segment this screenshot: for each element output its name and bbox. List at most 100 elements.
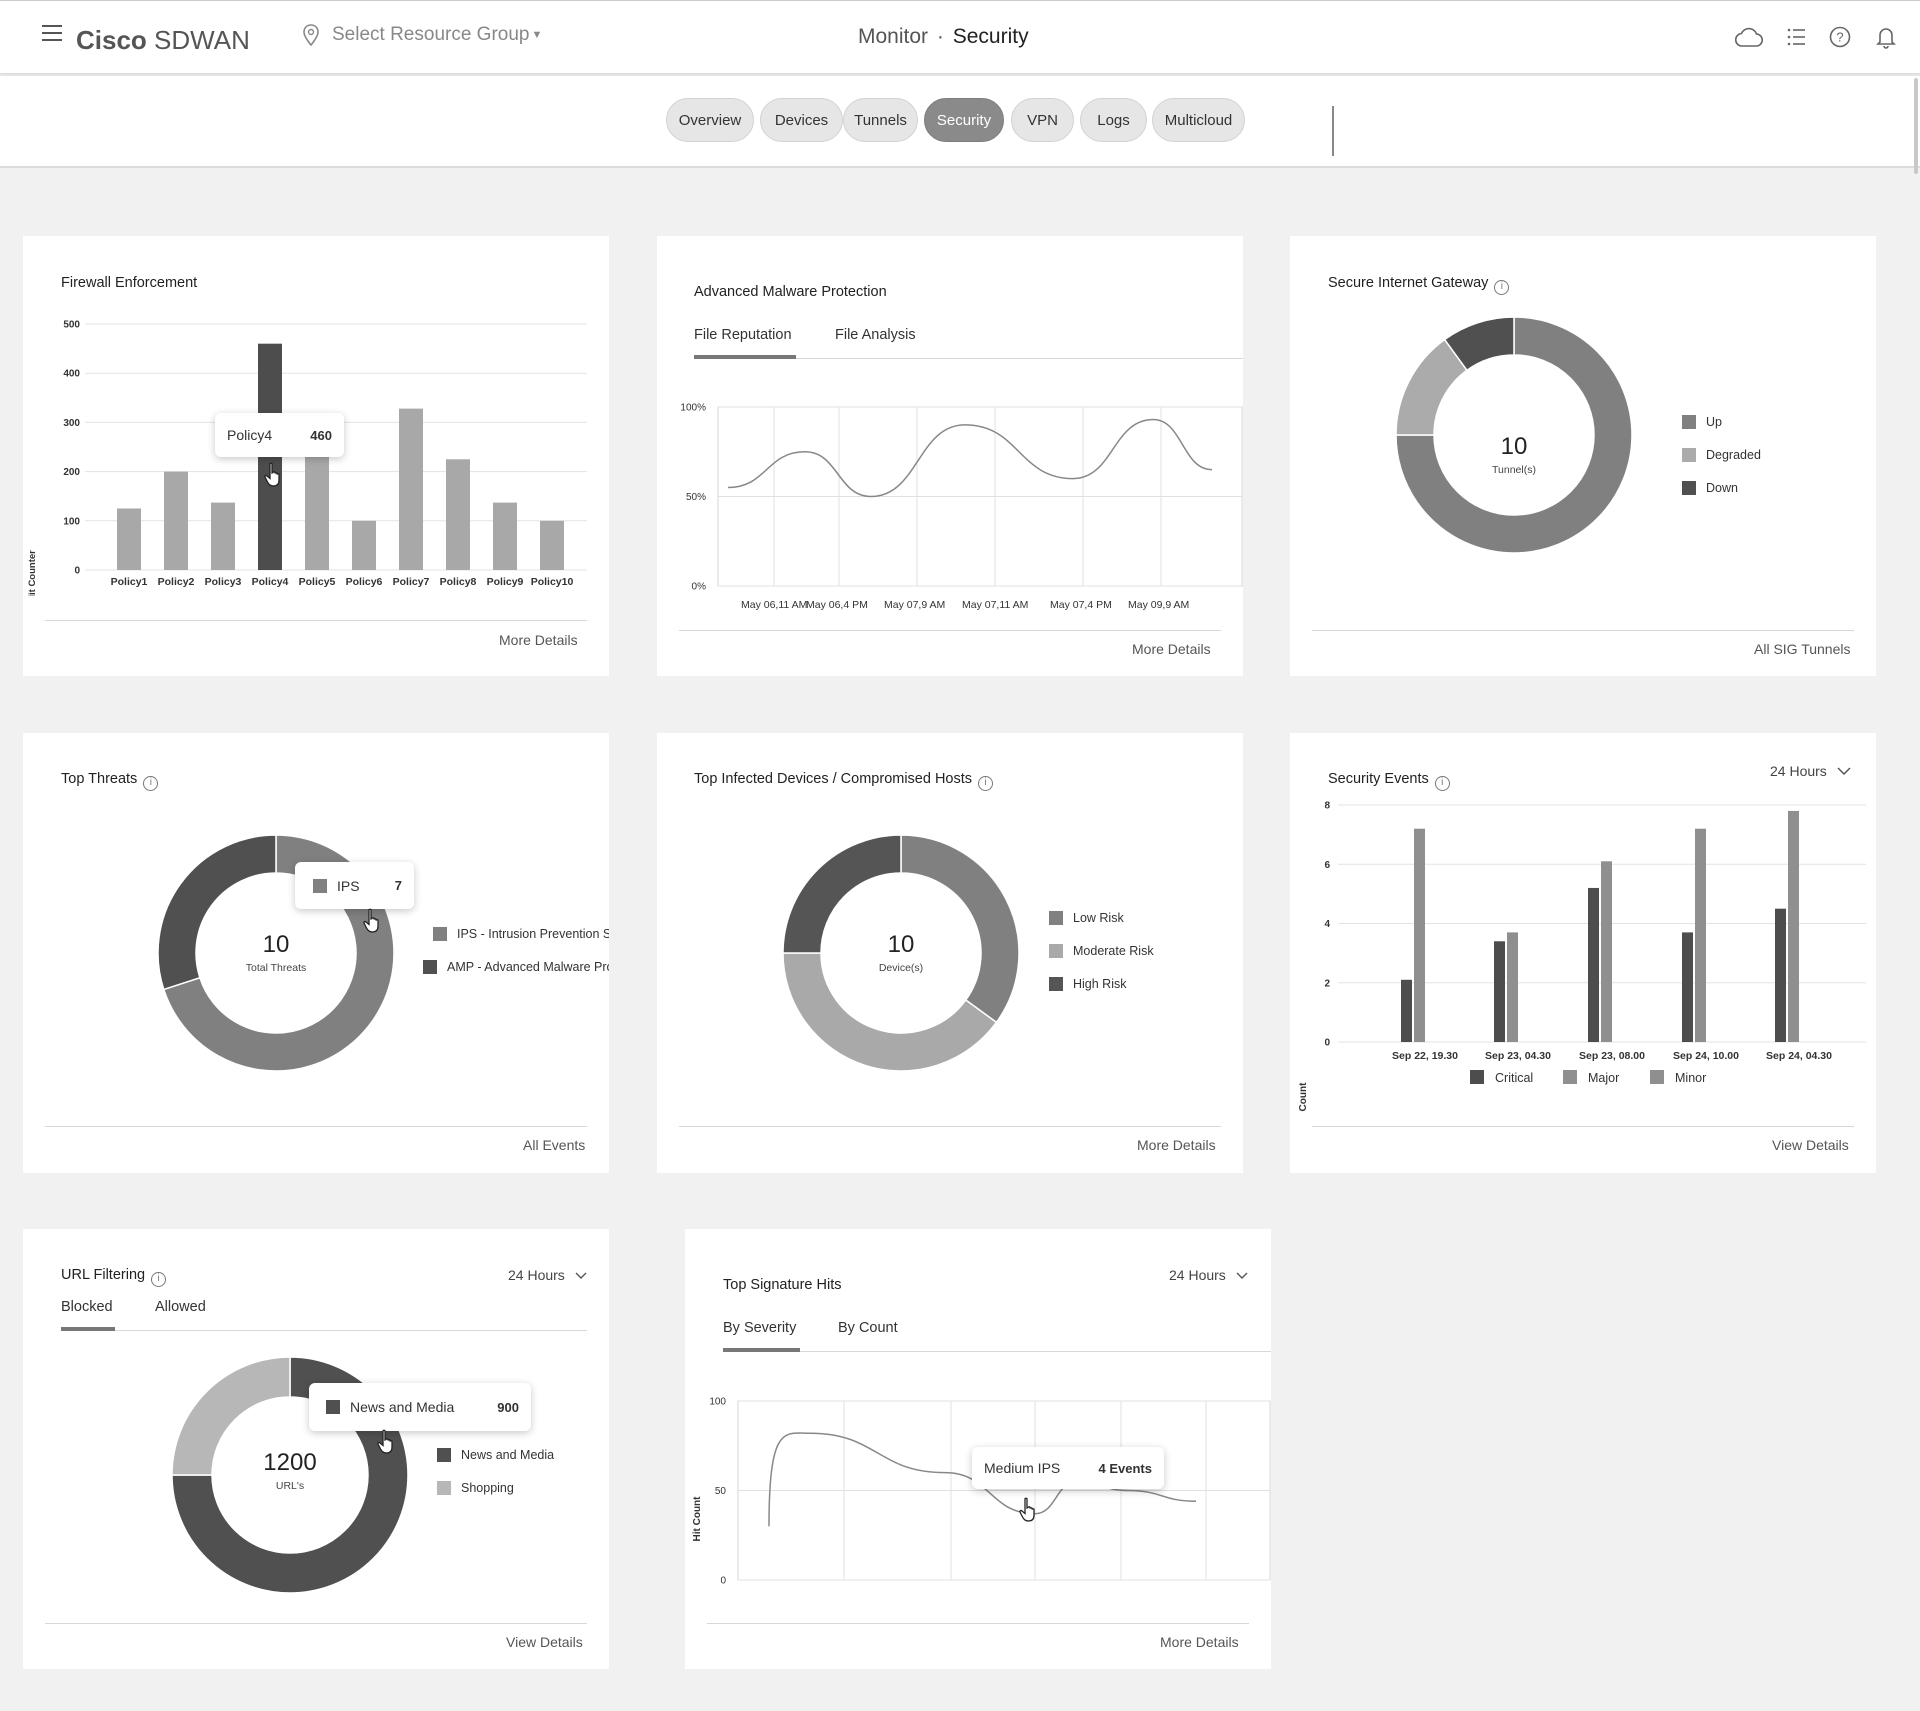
view-details-link[interactable]: View Details [506, 1634, 583, 1650]
tab-allowed[interactable]: Allowed [155, 1299, 206, 1315]
breadcrumb-monitor[interactable]: Monitor [858, 25, 929, 48]
breadcrumb-security: Security [952, 25, 1029, 48]
tabs-underline [61, 1330, 587, 1331]
more-details-link[interactable]: More Details [499, 632, 578, 648]
menu-icon[interactable] [42, 25, 62, 41]
legend-item[interactable]: High Risk [1049, 977, 1127, 991]
legend-label: Moderate Risk [1073, 944, 1154, 958]
card-title: Top Signature Hits [723, 1277, 842, 1293]
legend-item[interactable]: Shopping [437, 1481, 514, 1495]
bar-critical [1401, 979, 1412, 1042]
tab-blocked[interactable]: Blocked [61, 1299, 113, 1315]
legend-item[interactable]: Low Risk [1049, 911, 1124, 925]
tab-by-severity[interactable]: By Severity [723, 1320, 797, 1336]
y-tick-label: 100 [709, 1397, 726, 1408]
tab-by-count[interactable]: By Count [838, 1320, 898, 1336]
more-details-link[interactable]: More Details [1132, 641, 1211, 657]
legend-item[interactable]: News and Media [437, 1448, 554, 1462]
info-icon[interactable]: i [143, 776, 159, 791]
bar-policy7 [399, 408, 423, 570]
tab-tunnels[interactable]: Tunnels [843, 98, 918, 142]
legend-item[interactable]: IPS - Intrusion Prevention System [433, 927, 609, 941]
cloud-icon[interactable] [1733, 26, 1763, 48]
view-details-link[interactable]: View Details [1772, 1137, 1849, 1153]
hand-cursor-icon [1019, 1497, 1035, 1522]
tab-file-reputation[interactable]: File Reputation [694, 327, 792, 343]
legend-item[interactable]: Moderate Risk [1049, 944, 1154, 958]
tab-overview[interactable]: Overview [666, 98, 754, 142]
bar-policy10 [540, 520, 564, 570]
more-details-link[interactable]: More Details [1160, 1634, 1239, 1650]
donut-center-value: 10 [262, 931, 290, 958]
time-range-dropdown[interactable]: 24 Hours [1770, 763, 1851, 779]
legend-swatch [1049, 977, 1063, 991]
tab-vpn[interactable]: VPN [1011, 98, 1074, 142]
y-tick-label: 2 [1324, 978, 1330, 989]
legend-label: Degraded [1706, 448, 1761, 462]
resource-group-label: Select Resource Group [332, 24, 530, 45]
page-scrollbar[interactable] [1914, 78, 1918, 174]
resource-group-select[interactable]: Select Resource Group ▼ [302, 23, 542, 47]
legend-label: Up [1706, 415, 1722, 429]
chart-tooltip: Medium IPS 4 Events [972, 1447, 1164, 1489]
time-range-dropdown[interactable]: 24 Hours [508, 1267, 587, 1283]
series-line [727, 418, 1213, 498]
svg-text:?: ? [1836, 30, 1843, 45]
info-icon[interactable]: i [151, 1272, 167, 1287]
tab-file-analysis[interactable]: File Analysis [835, 327, 916, 343]
tab-logs[interactable]: Logs [1080, 98, 1147, 142]
card-divider [1312, 630, 1854, 631]
bar-policy3 [211, 502, 235, 570]
x-tick-label: Policy6 [346, 576, 383, 588]
legend-item[interactable]: AMP - Advanced Malware Protection [423, 960, 609, 974]
tabs-divider [1332, 106, 1334, 156]
time-range-dropdown[interactable]: 24 Hours [1169, 1267, 1248, 1283]
legend-item[interactable]: Up [1682, 415, 1722, 429]
legend-swatch [437, 1481, 451, 1495]
hand-cursor-icon [377, 1429, 393, 1454]
card-title: Top Infected Devices / Compromised Hosts… [694, 771, 994, 791]
y-tick-label: 4 [1324, 919, 1330, 930]
infected-devices-card: Top Infected Devices / Compromised Hosts… [657, 733, 1243, 1173]
info-icon[interactable]: i [1494, 280, 1510, 295]
all-sig-tunnels-link[interactable]: All SIG Tunnels [1754, 641, 1851, 657]
url-filtering-card: URL Filtering i 24 Hours Blocked Allowed … [23, 1229, 609, 1669]
help-icon[interactable]: ? [1829, 26, 1851, 48]
legend-swatch [1049, 944, 1063, 958]
card-title: Firewall Enforcement [61, 275, 198, 291]
y-tick-label: 0 [1324, 1038, 1330, 1049]
x-tick-label: May 09,9 AM [1128, 599, 1189, 611]
y-tick-label: 500 [63, 320, 80, 331]
tab-devices[interactable]: Devices [760, 98, 843, 142]
x-tick-label: Sep 23, 08.00 [1579, 1050, 1645, 1062]
tab-security[interactable]: Security [924, 98, 1004, 142]
x-tick-label: Policy3 [205, 576, 242, 588]
y-tick-label: 400 [63, 369, 80, 380]
legend-item[interactable]: Degraded [1682, 448, 1761, 462]
y-tick-label: 200 [63, 467, 80, 478]
legend-swatch [423, 960, 437, 974]
x-tick-label: Sep 23, 04.30 [1485, 1050, 1551, 1062]
list-icon[interactable] [1786, 27, 1808, 47]
breadcrumb: Monitor · Security [858, 25, 1029, 48]
x-tick-label: Sep 24, 04.30 [1766, 1050, 1832, 1062]
y-tick-label: 100% [680, 403, 706, 414]
monitor-tabs-bar: Overview Devices Tunnels Security VPN Lo… [0, 76, 1920, 168]
bar-critical [1588, 887, 1599, 1042]
slice-down [1443, 316, 1515, 372]
x-tick-label: May 06,11 AM [741, 599, 807, 611]
all-events-link[interactable]: All Events [523, 1137, 586, 1153]
x-tick-label: Policy2 [158, 576, 195, 588]
info-icon[interactable]: i [1434, 776, 1450, 791]
y-tick-label: 0 [720, 1576, 726, 1587]
y-axis-label: Count [1298, 1082, 1309, 1112]
more-details-link[interactable]: More Details [1137, 1137, 1216, 1153]
legend-swatch [1682, 481, 1696, 495]
info-icon[interactable]: i [978, 776, 994, 791]
legend-item[interactable]: Down [1682, 481, 1738, 495]
bell-icon[interactable] [1876, 25, 1896, 49]
slice-low-risk [900, 834, 1020, 1024]
tab-multicloud[interactable]: Multicloud [1152, 98, 1245, 142]
caret-down-icon: ▼ [531, 29, 543, 41]
legend-label: Low Risk [1073, 911, 1124, 925]
